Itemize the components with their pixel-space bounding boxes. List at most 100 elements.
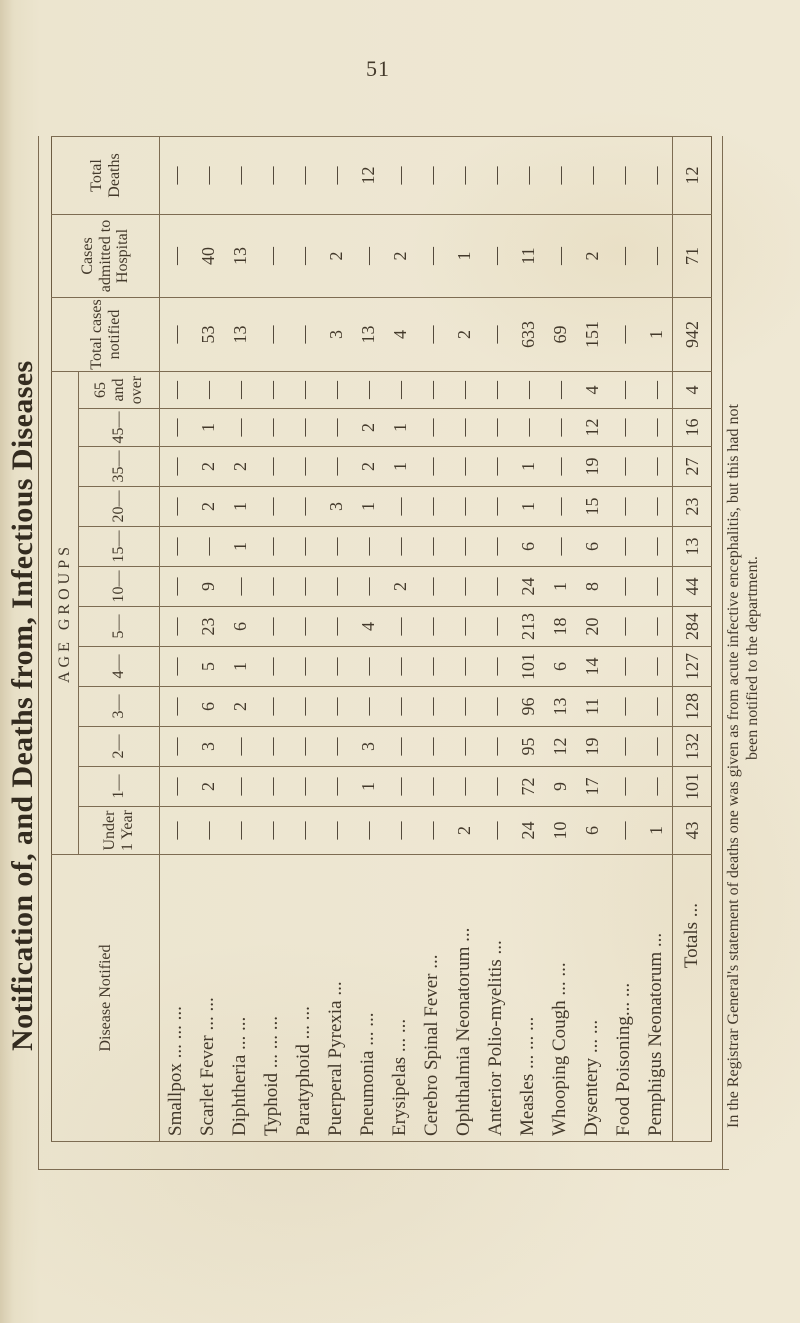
table-cell: — [159, 297, 192, 372]
table-cell: — [480, 446, 512, 487]
table-cell: — [640, 726, 673, 767]
table-cell: 1 [352, 766, 384, 807]
table-cell: — [256, 446, 288, 487]
table-cell: — [320, 566, 352, 607]
table-cell: — [256, 214, 288, 298]
table-cell: — [320, 726, 352, 767]
table-cell: — [159, 686, 192, 727]
table-cell: — [416, 297, 448, 372]
table-cell: — [159, 486, 192, 527]
table-cell: — [384, 646, 416, 687]
table-cell: 95 [512, 726, 544, 767]
table-cell: — [159, 646, 192, 687]
age-column-header-6: 10— [78, 566, 160, 607]
table-cell: 127 [672, 646, 712, 687]
table-cell: — [608, 486, 640, 527]
table-cell: — [448, 646, 480, 687]
table-cell: — [224, 408, 256, 447]
table-cell: — [448, 526, 480, 567]
table-cell: — [416, 806, 448, 855]
table-cell: — [416, 606, 448, 647]
table-cell: — [320, 686, 352, 727]
table-cell: — [480, 606, 512, 647]
table-cell: — [416, 566, 448, 607]
table-cell: 10 [544, 806, 576, 855]
table-cell: — [159, 446, 192, 487]
table-cell: 27 [672, 446, 712, 487]
table-cell: 2 [448, 297, 480, 372]
table-row: Diphtheria ... ... — — —2 1 6—1 1 2— —13 13— [224, 136, 256, 1142]
table-cell: — [640, 408, 673, 447]
table-cell: 2 [448, 806, 480, 855]
table-cell: 1 [224, 526, 256, 567]
table-cell: 13 [224, 214, 256, 298]
table-cell: — [256, 526, 288, 567]
table-cell: — [416, 526, 448, 567]
table-cell: — [480, 371, 512, 409]
table-cell: — [640, 214, 673, 298]
table-cell: — [224, 136, 256, 215]
table-cell: — [608, 371, 640, 409]
table-cell: — [288, 686, 320, 727]
table-cell: 19 [576, 446, 608, 487]
table-cell: 3 [352, 726, 384, 767]
table-cell: 71 [672, 214, 712, 298]
table-cell: — [640, 526, 673, 567]
table-cell: 1 [384, 408, 416, 447]
table-cell: 942 [672, 297, 712, 372]
table-cell: — [384, 806, 416, 855]
table-cell: — [288, 766, 320, 807]
table-cell: — [480, 766, 512, 807]
table-cell: — [288, 297, 320, 372]
table-cell: — [224, 566, 256, 607]
disease-label: Totals ... [672, 854, 712, 1142]
disease-label: Typhoid ... ... ... [256, 854, 288, 1142]
table-cell: — [544, 526, 576, 567]
table-cell: — [159, 766, 192, 807]
table-cell: — [384, 526, 416, 567]
table-cell: 13 [544, 686, 576, 727]
table-cell: — [416, 371, 448, 409]
table-row: Ophthalmia Neonatorum ... 2— — — — — — — — — — —2 1— [448, 136, 480, 1142]
table-cell: 72 [512, 766, 544, 807]
table-cell: — [608, 606, 640, 647]
table-cell: — [159, 408, 192, 447]
table-cell: 2 [224, 446, 256, 487]
table-cell: — [384, 136, 416, 215]
table-header: Disease Notified AGE GROUPS Total cases … [51, 136, 160, 1142]
table-cell: 18 [544, 606, 576, 647]
outer-rule-bottom [722, 136, 723, 1170]
table-cell: 9 [192, 566, 224, 607]
table-cell: 96 [512, 686, 544, 727]
table-cell: 6 [544, 646, 576, 687]
table-cell: — [640, 486, 673, 527]
table-cell: 101 [672, 766, 712, 807]
table-cell: 3 [192, 726, 224, 767]
table-cell: — [159, 214, 192, 298]
table-cell: — [544, 371, 576, 409]
table-cell: — [352, 371, 384, 409]
disease-label: Pemphigus Neonatorum ... [640, 854, 673, 1142]
disease-label: Erysipelas ... ... [384, 854, 416, 1142]
table-cell: — [480, 297, 512, 372]
table-cell: — [416, 646, 448, 687]
table-cell: — [288, 646, 320, 687]
table-cell: — [448, 606, 480, 647]
header-total-cases-notified: Total cases notified [51, 297, 160, 372]
table-cell: 2 [192, 766, 224, 807]
table-cell: — [256, 646, 288, 687]
table-cell: 13 [352, 297, 384, 372]
table-cell: — [416, 446, 448, 487]
table-row: Pneumonia ... ... —1 3— —4— —1 2 2—13—12 [352, 136, 384, 1142]
disease-label: Puerperal Pyrexia ... [320, 854, 352, 1142]
table-cell: — [159, 136, 192, 215]
table-cell: — [320, 408, 352, 447]
table-cell: — [256, 486, 288, 527]
table-cell: — [640, 606, 673, 647]
age-column-header-0: Under 1 Year [78, 806, 160, 855]
table-cell: — [256, 297, 288, 372]
table-cell: — [320, 371, 352, 409]
table-cell: 1 [512, 486, 544, 527]
table-cell: — [608, 446, 640, 487]
